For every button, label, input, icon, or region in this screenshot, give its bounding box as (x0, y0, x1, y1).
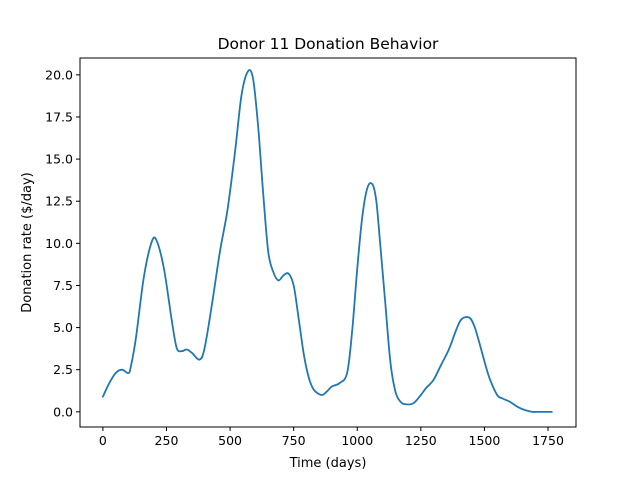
y-tick-label: 12.5 (45, 194, 73, 209)
x-tick-label: 1750 (532, 433, 564, 448)
x-tick-label: 1250 (405, 433, 437, 448)
y-tick-label: 15.0 (45, 152, 73, 167)
x-axis: 0 250 500 750 1000 1250 1500 1750 (99, 427, 564, 448)
y-axis: 0.0 2.5 5.0 7.5 10.0 12.5 15.0 17.5 20.0 (45, 67, 80, 419)
plot-area (101, 69, 553, 413)
y-tick-label: 17.5 (45, 109, 73, 124)
y-tick-label: 0.0 (53, 404, 73, 419)
x-axis-label: Time (days) (289, 456, 367, 471)
y-axis-label: Donation rate ($/day) (20, 172, 35, 312)
plot-frame (79, 57, 577, 428)
x-tick-label: 1000 (341, 433, 373, 448)
series-line-0 (101, 69, 553, 413)
x-tick-label: 750 (282, 433, 306, 448)
x-tick-label: 0 (99, 433, 107, 448)
x-tick-label: 1500 (469, 433, 501, 448)
x-tick-label: 500 (218, 433, 242, 448)
y-tick-label: 2.5 (53, 362, 73, 377)
y-tick-label: 20.0 (45, 67, 73, 82)
y-tick-label: 10.0 (45, 236, 73, 251)
chart-title: Donor 11 Donation Behavior (218, 35, 439, 53)
y-tick-label: 7.5 (53, 278, 73, 293)
x-tick-label: 250 (155, 433, 179, 448)
y-tick-label: 5.0 (53, 320, 73, 335)
